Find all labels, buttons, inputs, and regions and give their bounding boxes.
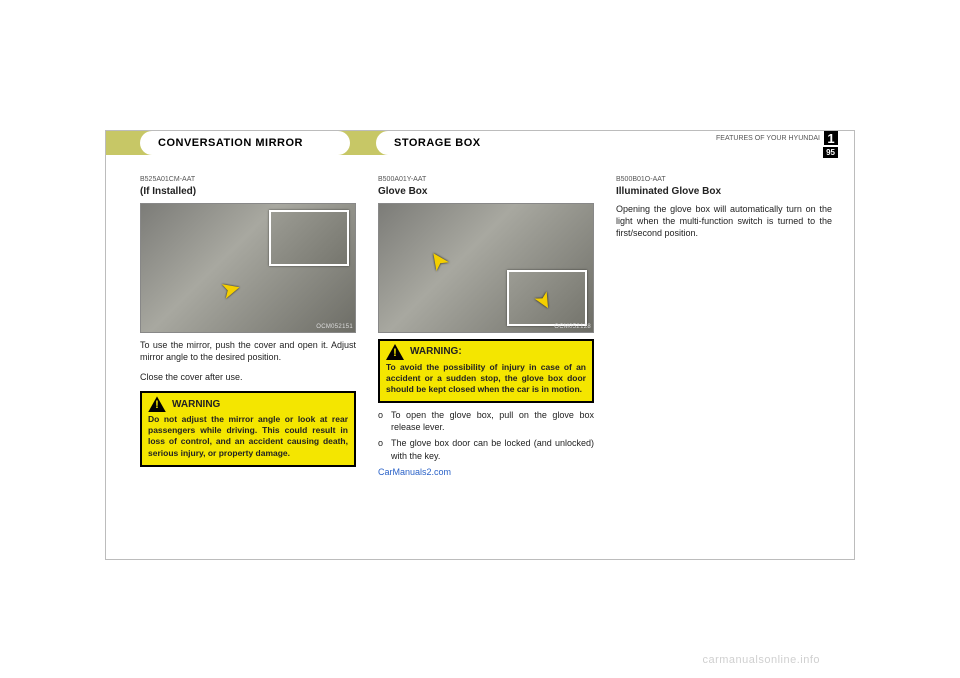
- subheading: Illuminated Glove Box: [616, 185, 832, 199]
- content-columns: B525A01CM-AAT (If Installed) ➤ OCM052151…: [106, 169, 854, 559]
- source-link: CarManuals2.com: [378, 466, 594, 478]
- chapter-number: 1: [824, 131, 838, 145]
- list-item-text: To open the glove box, pull on the glove…: [391, 409, 594, 433]
- warning-header: ! WARNING:: [380, 341, 592, 360]
- bullet-marker: o: [378, 437, 383, 461]
- watermark: carmanualsonline.info: [702, 654, 820, 666]
- warning-triangle-icon: !: [386, 344, 404, 360]
- page-number: 95: [823, 147, 838, 158]
- warning-box: ! WARNING Do not adjust the mirror angle…: [140, 391, 356, 466]
- column-2: B500A01Y-AAT Glove Box ➤ ➤ OCM052128 ! W…: [378, 175, 594, 553]
- bullet-list: o To open the glove box, pull on the glo…: [378, 409, 594, 462]
- body-text: Close the cover after use.: [140, 371, 356, 383]
- warning-triangle-icon: !: [148, 396, 166, 412]
- figure-glove-box: ➤ ➤ OCM052128: [378, 203, 594, 333]
- list-item: o To open the glove box, pull on the glo…: [378, 409, 594, 433]
- section-tab-conversation-mirror: CONVERSATION MIRROR: [140, 131, 350, 155]
- manual-page: FEATURES OF YOUR HYUNDAI 1 95 CONVERSATI…: [105, 130, 855, 560]
- body-text: To use the mirror, push the cover and op…: [140, 339, 356, 363]
- warning-header: ! WARNING: [142, 393, 354, 412]
- running-head-text: FEATURES OF YOUR HYUNDAI: [716, 135, 820, 142]
- subheading: (If Installed): [140, 185, 356, 199]
- warning-title: WARNING: [172, 398, 220, 412]
- column-3: B500B01O-AAT Illuminated Glove Box Openi…: [616, 175, 832, 553]
- arrow-icon: ➤: [217, 272, 245, 308]
- figure-conversation-mirror: ➤ OCM052151: [140, 203, 356, 333]
- warning-body: Do not adjust the mirror angle or look a…: [142, 412, 354, 464]
- column-1: B525A01CM-AAT (If Installed) ➤ OCM052151…: [140, 175, 356, 553]
- body-text: Opening the glove box will automatically…: [616, 203, 832, 239]
- bullet-marker: o: [378, 409, 383, 433]
- warning-body: To avoid the possibility of injury in ca…: [380, 360, 592, 401]
- section-tab-storage-box: STORAGE BOX: [376, 131, 536, 155]
- running-head: FEATURES OF YOUR HYUNDAI 1: [716, 131, 838, 145]
- list-item: o The glove box door can be locked (and …: [378, 437, 594, 461]
- ref-code: B500B01O-AAT: [616, 175, 832, 184]
- subheading: Glove Box: [378, 185, 594, 199]
- ref-code: B500A01Y-AAT: [378, 175, 594, 184]
- list-item-text: The glove box door can be locked (and un…: [391, 437, 594, 461]
- warning-title: WARNING:: [410, 345, 462, 359]
- page-header: FEATURES OF YOUR HYUNDAI 1 95 CONVERSATI…: [106, 131, 854, 169]
- ref-code: B525A01CM-AAT: [140, 175, 356, 184]
- arrow-icon: ➤: [420, 243, 458, 278]
- figure-inset: [269, 210, 349, 266]
- figure-code: OCM052128: [554, 323, 591, 331]
- warning-box: ! WARNING: To avoid the possibility of i…: [378, 339, 594, 403]
- figure-code: OCM052151: [316, 323, 353, 331]
